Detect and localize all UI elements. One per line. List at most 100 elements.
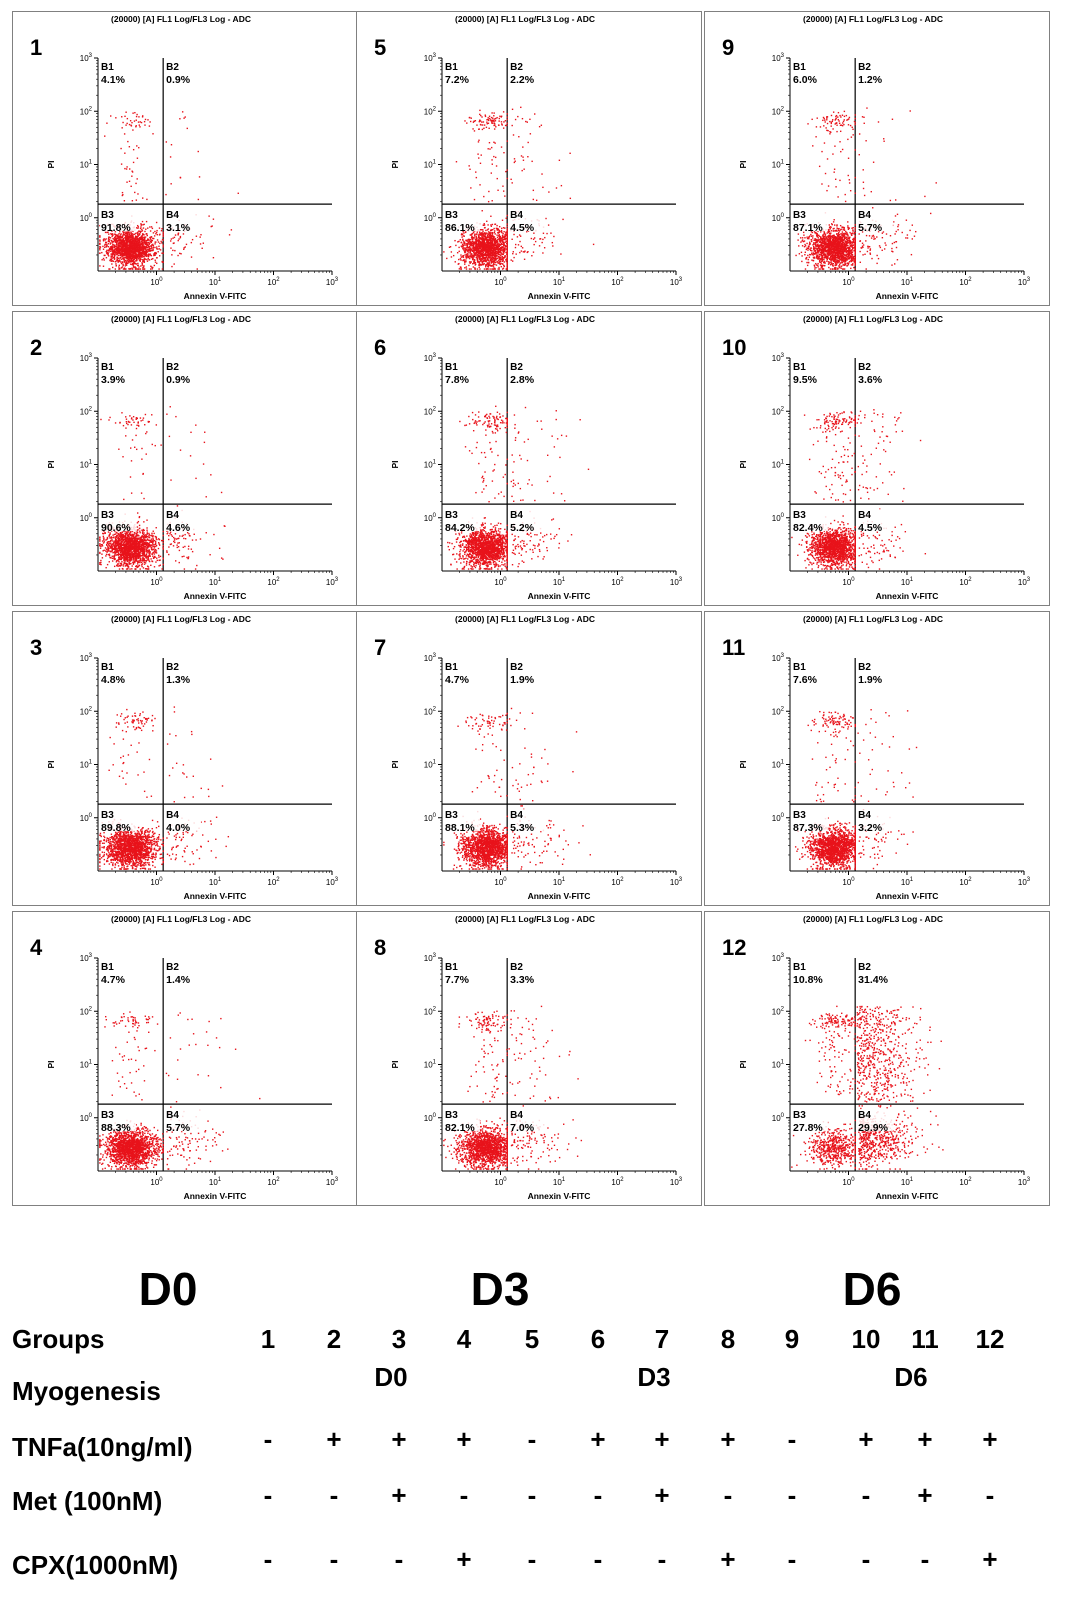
data-point [162, 845, 164, 847]
data-point [107, 545, 109, 548]
data-point [131, 239, 134, 241]
data-point [151, 443, 153, 446]
data-point [115, 548, 118, 550]
data-point [130, 861, 132, 863]
data-point [132, 265, 135, 267]
data-point [136, 526, 139, 528]
data-point [149, 121, 151, 123]
data-point [138, 254, 140, 256]
data-point [138, 535, 140, 537]
data-point [128, 863, 130, 866]
data-point [154, 259, 156, 261]
data-point [148, 839, 150, 841]
data-point [117, 547, 120, 549]
data-point [137, 193, 139, 195]
data-point [136, 258, 138, 261]
data-point [99, 844, 101, 847]
data-point [126, 555, 128, 557]
data-point [99, 842, 101, 845]
data-point [137, 537, 140, 540]
data-point [113, 551, 115, 554]
data-point [132, 415, 135, 418]
data-point [125, 531, 128, 534]
data-point [117, 239, 120, 241]
data-point [127, 556, 130, 559]
data-point [135, 245, 137, 247]
data-point [139, 230, 141, 233]
data-point [117, 552, 120, 555]
data-point [136, 268, 138, 270]
data-point [143, 236, 145, 239]
data-point [134, 568, 136, 570]
data-point [158, 554, 160, 557]
data-point [112, 850, 115, 852]
data-point [173, 236, 176, 239]
data-point [127, 249, 130, 252]
data-point [129, 259, 131, 261]
scatter-points [99, 111, 239, 270]
data-point [147, 550, 150, 553]
data-point [205, 496, 207, 498]
data-point [132, 253, 134, 255]
data-point [145, 250, 148, 252]
data-point [107, 553, 110, 556]
data-point [104, 244, 106, 246]
data-point [195, 235, 198, 237]
data-point [132, 556, 134, 559]
data-point [112, 536, 115, 538]
data-point [142, 260, 144, 263]
data-point [146, 852, 148, 854]
data-point [133, 863, 135, 866]
data-point [130, 257, 133, 260]
data-point [144, 124, 146, 126]
data-point [141, 243, 143, 246]
data-point [142, 836, 144, 838]
data-point [110, 861, 112, 864]
data-point [111, 848, 113, 850]
data-point [142, 417, 145, 419]
data-point [117, 245, 119, 247]
data-point [140, 223, 142, 225]
data-point [177, 254, 179, 257]
data-point [118, 264, 121, 267]
data-point [119, 868, 121, 870]
data-point [148, 534, 150, 536]
data-point [145, 545, 147, 548]
data-point [129, 559, 131, 561]
data-point [173, 540, 175, 543]
data-point [123, 498, 125, 501]
data-point [187, 548, 190, 550]
data-point [126, 532, 129, 534]
quadrant-label-b2: B2 [166, 362, 179, 373]
data-point [129, 560, 132, 562]
data-point [129, 534, 132, 537]
data-point [157, 251, 159, 253]
data-point [120, 241, 122, 244]
data-point [143, 561, 145, 564]
data-point [129, 168, 131, 170]
data-point [129, 551, 131, 553]
data-point [162, 261, 164, 263]
data-point [137, 835, 139, 837]
data-point [107, 855, 110, 857]
data-point [131, 267, 133, 269]
data-point [111, 548, 113, 551]
data-point [116, 234, 118, 237]
data-point [122, 863, 125, 866]
data-point [134, 251, 136, 253]
data-point [106, 536, 109, 539]
quadrant-label-bg [100, 509, 136, 532]
x-tick-label: 100 [150, 277, 163, 287]
data-point [133, 847, 135, 850]
data-point [133, 243, 135, 245]
data-point [99, 547, 102, 549]
data-point [145, 838, 148, 841]
x-tick-label: 102 [267, 877, 280, 887]
data-point [128, 268, 130, 270]
data-point [119, 249, 122, 251]
data-point [143, 547, 145, 549]
data-point [126, 262, 129, 265]
data-point [145, 568, 148, 570]
data-point [102, 532, 104, 535]
data-point [148, 549, 150, 551]
